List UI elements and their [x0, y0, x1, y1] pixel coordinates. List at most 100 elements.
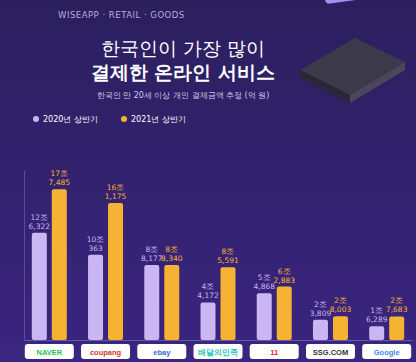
legend-item: 2020년 상반기: [33, 115, 98, 124]
data-label-line: 17조: [51, 169, 69, 178]
x-axis: NAVER coupang ebay 배달의민족 11 SSG.COM Google: [25, 340, 413, 359]
data-label-line: 8조: [222, 247, 235, 256]
logo-box: [25, 344, 74, 359]
data-label: 2조7,683: [386, 296, 408, 314]
data-label-line: 5,591: [217, 256, 239, 265]
illustration: [300, 0, 405, 103]
data-label-line: 7,485: [49, 178, 71, 187]
data-label-line: 6,322: [29, 222, 51, 231]
terminal-side: [350, 62, 405, 103]
logo-box: [81, 344, 130, 359]
data-label: 12조6,322: [29, 213, 51, 231]
legend-swatch: [33, 116, 39, 122]
terminal: [300, 38, 405, 95]
bar: [201, 302, 216, 340]
legend-label: 2021년 상반기: [131, 115, 186, 124]
card: [325, 0, 387, 4]
bar: [52, 189, 67, 340]
x-axis-line: [25, 340, 413, 341]
bar: [389, 316, 404, 340]
data-label-line: 2조: [314, 300, 327, 309]
logo-box: [194, 344, 243, 359]
bar: [164, 265, 179, 340]
x-tick-label: ebay: [153, 348, 171, 357]
x-tick: SSG.COM: [306, 340, 355, 359]
data-label-line: 16조: [107, 183, 125, 192]
bar: [220, 267, 235, 340]
data-label: 8조8,177: [141, 245, 163, 263]
bar: [88, 255, 103, 340]
chart: WISEAPP · RETAIL · GOODS 한국인이 가장 많이결제한 온라…: [0, 0, 416, 362]
logo-box: [250, 344, 299, 359]
bar: [369, 326, 384, 340]
data-label: 6조2,883: [273, 267, 295, 285]
x-tick: Google: [362, 340, 411, 359]
bar: [257, 293, 272, 340]
data-label-line: 8,177: [141, 254, 163, 263]
logo-box: [137, 344, 186, 359]
data-label-line: 8,003: [330, 305, 352, 314]
x-tick-label: SSG.COM: [313, 348, 348, 357]
bar: [277, 287, 292, 340]
terminal-side: [300, 70, 350, 103]
x-tick-label: NAVER: [36, 348, 62, 357]
title: 결제한 온라인 서비스: [91, 61, 275, 83]
x-tick-label: 배달의민족: [198, 348, 238, 357]
logo-box: [306, 344, 355, 359]
legend-item: 2021년 상반기: [121, 115, 186, 124]
header: WISEAPP · RETAIL · GOODS: [58, 10, 185, 20]
data-label: 2조8,003: [330, 296, 352, 314]
x-tick: 배달의민족: [194, 340, 243, 359]
data-label: 8조8,340: [161, 245, 183, 263]
data-label: 2조3,809: [310, 300, 332, 318]
data-label: 17조7,485: [49, 169, 71, 187]
bar: [313, 320, 328, 340]
data-label-line: 12조: [31, 213, 49, 222]
data-label-line: 3,809: [310, 309, 332, 318]
x-tick-label: Google: [374, 348, 400, 357]
legend-label: 2020년 상반기: [43, 115, 98, 124]
data-label-line: 1조: [370, 306, 383, 315]
background: [0, 0, 416, 362]
subtitle: 한국인 만 20세 이상 개인 결제금액 추정 (억 원): [97, 91, 270, 100]
data-label-line: 8조: [165, 245, 178, 254]
data-label-line: 6조: [278, 267, 291, 276]
data-label-line: 4조: [202, 282, 215, 291]
bar: [32, 233, 47, 340]
x-tick: 11: [250, 340, 299, 359]
data-label-line: 8,340: [161, 254, 183, 263]
data-label-line: 363: [88, 244, 103, 253]
x-tick: NAVER: [25, 340, 74, 359]
bars: [32, 189, 404, 340]
logo-box: [362, 344, 411, 359]
data-label-line: 1,175: [105, 192, 127, 201]
data-label-line: 8조: [145, 245, 158, 254]
x-tick-label: coupang: [90, 348, 122, 357]
data-label-line: 5조: [258, 273, 271, 282]
data-label-line: 2조: [334, 296, 347, 305]
data-label-line: 4,172: [197, 291, 219, 300]
legend: 2020년 상반기 2021년 상반기: [33, 115, 186, 124]
data-label: 8조5,591: [217, 247, 239, 265]
data-label: 16조1,175: [105, 183, 127, 201]
data-label-line: 6,289: [366, 315, 388, 324]
title: 한국인이 가장 많이: [101, 37, 265, 59]
data-label-line: 4,868: [253, 282, 275, 291]
data-labels: 12조6,32210조3638조8,1774조4,1725조4,8682조3,8…: [29, 169, 408, 324]
bar: [144, 265, 159, 340]
data-label-line: 7,683: [386, 305, 408, 314]
data-label-line: 2,883: [273, 276, 295, 285]
data-label-line: 2조: [390, 296, 403, 305]
legend-swatch: [121, 116, 127, 122]
y-axis-line: [24, 171, 25, 341]
data-label: 5조4,868: [253, 273, 275, 291]
bar: [333, 316, 348, 340]
x-tick-label: 11: [270, 348, 278, 357]
x-tick: ebay: [137, 340, 186, 359]
y-axis: [24, 171, 25, 341]
data-label-line: 10조: [87, 235, 105, 244]
x-tick: coupang: [81, 340, 130, 359]
data-label: 4조4,172: [197, 282, 219, 300]
bar: [108, 203, 123, 340]
data-label: 1조6,289: [366, 306, 388, 324]
